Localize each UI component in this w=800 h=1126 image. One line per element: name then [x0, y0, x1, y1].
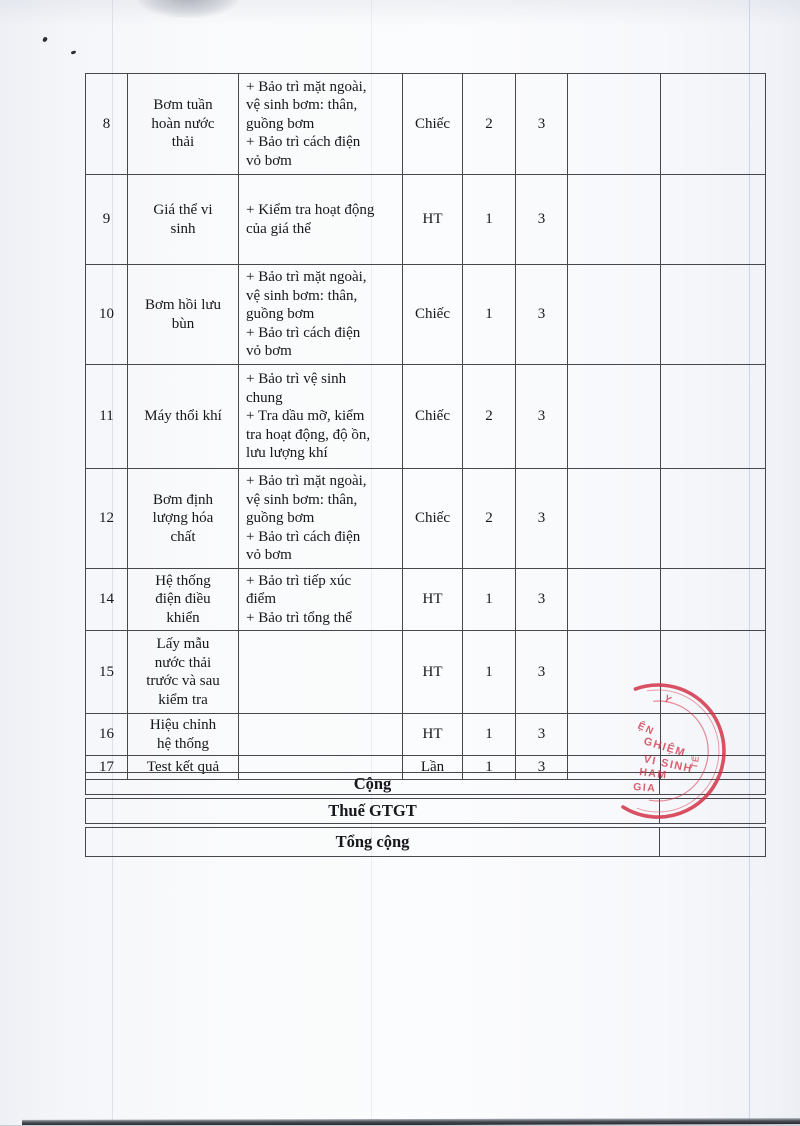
cell-task-description: + Bảo trì tiếp xúc điểm + Bảo trì tổng t…	[239, 568, 403, 630]
cell-frequency: 3	[516, 714, 568, 755]
ink-mark	[42, 36, 48, 43]
cell-amount-empty-1	[568, 568, 661, 630]
cell-unit: Chiếc	[403, 469, 463, 568]
table-row: 14 Hệ thống điện điều khiển + Bảo trì tiếp…	[86, 568, 765, 631]
table-row: 16 Hiệu chỉnh hệ thống HT 1 3	[86, 714, 765, 756]
summary-label: Thuế GTGT	[86, 799, 660, 823]
cell-amount-empty-2	[661, 714, 765, 755]
summary-row-thue-gtgt: Thuế GTGT	[85, 798, 766, 824]
maintenance-table: 8 Bơm tuần hoàn nước thải + Bảo trì mặt ng…	[85, 73, 766, 780]
paper-fold-line	[371, 0, 372, 1126]
cell-index: 9	[86, 175, 128, 264]
cell-equipment-name: Giá thể vi sinh	[128, 175, 239, 264]
cell-quantity: 1	[463, 756, 516, 779]
cell-equipment-name: Hiệu chỉnh hệ thống	[128, 714, 239, 755]
cell-unit: Chiếc	[403, 365, 463, 468]
cell-task-description: + Bảo trì vệ sinh chung + Tra dầu mỡ, ki…	[239, 365, 403, 468]
cell-quantity: 2	[463, 74, 516, 174]
cell-amount-empty-1	[568, 74, 661, 174]
paper-fold-line	[112, 0, 113, 1126]
cell-index: 14	[86, 568, 128, 630]
cell-index: 17	[86, 756, 128, 779]
table-row: 17 Test kết quả Lần 1 3	[86, 756, 765, 779]
cell-quantity: 1	[463, 265, 516, 364]
cell-quantity: 2	[463, 365, 516, 468]
summary-row-cong: Cộng	[85, 772, 766, 795]
table-row: 10 Bơm hồi lưu bùn + Bảo trì mặt ngoài, vệ…	[86, 265, 765, 365]
cell-amount-empty-1	[568, 631, 661, 713]
cell-index: 8	[86, 74, 128, 174]
table-row: 12 Bơm định lượng hóa chất + Bảo trì mặt n…	[86, 469, 765, 569]
cell-index: 12	[86, 469, 128, 568]
scan-shadow	[0, 0, 800, 26]
cell-frequency: 3	[516, 756, 568, 779]
cell-frequency: 3	[516, 74, 568, 174]
cell-index: 11	[86, 365, 128, 468]
summary-row-tong-cong: Tổng cộng	[85, 827, 766, 857]
cell-amount-empty-1	[568, 175, 661, 264]
cell-amount-empty-2	[661, 631, 765, 713]
cell-frequency: 3	[516, 631, 568, 713]
cell-amount-empty-1	[568, 365, 661, 468]
paper-fold-line	[749, 0, 750, 1126]
cell-quantity: 1	[463, 631, 516, 713]
cell-amount-empty-2	[661, 569, 765, 631]
cell-task-description: + Bảo trì mặt ngoài, vệ sinh bơm: thân, …	[239, 74, 403, 174]
cell-quantity: 1	[463, 714, 516, 755]
cell-task-description	[239, 631, 403, 713]
cell-equipment-name: Test kết quả	[128, 756, 239, 779]
cell-unit: Chiếc	[403, 74, 463, 174]
cell-equipment-name: Bơm định lượng hóa chất	[128, 469, 239, 568]
cell-amount-empty-2	[661, 365, 765, 468]
cell-frequency: 3	[516, 265, 568, 364]
cell-frequency: 3	[516, 365, 568, 468]
cell-equipment-name: Máy thổi khí	[128, 365, 239, 468]
cell-amount-empty-2	[661, 469, 765, 568]
table-row: 9 Giá thể vi sinh + Kiểm tra hoạt động của…	[86, 175, 765, 265]
cell-amount-empty-2	[661, 265, 765, 364]
table-row: 15 Lấy mẫu nước thải trước và sau kiểm tr…	[86, 631, 765, 714]
ink-mark	[70, 50, 77, 55]
table-row: 11 Máy thổi khí + Bảo trì vệ sinh chung + …	[86, 365, 765, 469]
cell-unit: HT	[403, 714, 463, 755]
cell-amount-empty-1	[568, 714, 661, 755]
table-row: 8 Bơm tuần hoàn nước thải + Bảo trì mặt ng…	[86, 74, 765, 175]
cell-quantity: 1	[463, 175, 516, 264]
cell-unit: Chiếc	[403, 265, 463, 364]
cell-amount-empty-1	[568, 469, 661, 568]
cell-quantity: 1	[463, 568, 516, 630]
cell-unit: Lần	[403, 756, 463, 779]
cell-task-description	[239, 714, 403, 755]
scan-smudge	[138, 0, 238, 18]
cell-frequency: 3	[516, 469, 568, 568]
cell-task-description: + Bảo trì mặt ngoài, vệ sinh bơm: thân, …	[239, 469, 403, 568]
cell-amount-empty-2	[661, 175, 765, 264]
cell-frequency: 3	[516, 568, 568, 630]
summary-value-cell	[660, 773, 765, 794]
cell-amount-empty-1	[568, 265, 661, 364]
cell-frequency: 3	[516, 175, 568, 264]
cell-quantity: 2	[463, 469, 516, 568]
cell-index: 16	[86, 714, 128, 755]
summary-value-cell	[660, 828, 765, 856]
cell-index: 15	[86, 631, 128, 713]
cell-task-description	[239, 756, 403, 779]
summary-label: Cộng	[86, 773, 660, 794]
cell-unit: HT	[403, 175, 463, 264]
summary-value-cell	[660, 799, 765, 823]
summary-label: Tổng cộng	[86, 828, 660, 856]
cell-task-description: + Bảo trì mặt ngoài, vệ sinh bơm: thân, …	[239, 265, 403, 364]
cell-unit: HT	[403, 631, 463, 713]
cell-task-description: + Kiểm tra hoạt động của giá thể	[239, 175, 403, 264]
cell-equipment-name: Lấy mẫu nước thải trước và sau kiểm tra	[128, 631, 239, 713]
cell-unit: HT	[403, 568, 463, 630]
cell-equipment-name: Hệ thống điện điều khiển	[128, 568, 239, 630]
cell-index: 10	[86, 265, 128, 364]
cell-amount-empty-2	[661, 74, 765, 174]
cell-equipment-name: Bơm hồi lưu bùn	[128, 265, 239, 364]
cell-equipment-name: Bơm tuần hoàn nước thải	[128, 74, 239, 174]
